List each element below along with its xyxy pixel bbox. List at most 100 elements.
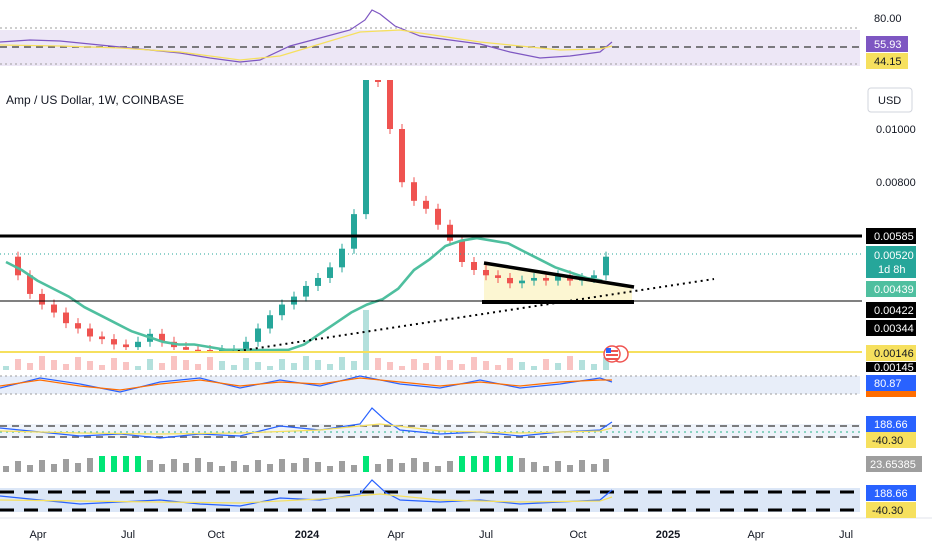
candle-body	[135, 341, 141, 348]
histogram-bar	[27, 465, 33, 472]
volume-bar	[603, 357, 609, 370]
partial-price-tag[interactable]	[866, 362, 916, 372]
ma-price-text: 0.00439	[874, 284, 914, 296]
histogram-bar	[567, 465, 573, 472]
histogram-bar	[231, 461, 237, 472]
cci2-signal-text: -40.30	[872, 505, 903, 517]
candle-body	[87, 328, 93, 337]
candle-body	[195, 349, 201, 352]
histogram-bar	[207, 462, 213, 472]
histogram-bar	[147, 460, 153, 472]
volume-bar	[63, 364, 69, 370]
flag-stripes	[606, 354, 618, 356]
volume-bar	[303, 356, 309, 370]
cci-signal-tag[interactable]	[866, 432, 916, 448]
volume-bar	[483, 361, 489, 370]
histogram-bar	[387, 459, 393, 472]
histogram-bar	[591, 464, 597, 472]
candle-body	[327, 267, 333, 278]
candle-body	[123, 344, 129, 348]
candle-body	[507, 277, 513, 284]
stoch-value-tag[interactable]	[866, 375, 916, 391]
candle-body	[303, 285, 309, 297]
support-price-tag[interactable]	[866, 302, 916, 318]
rsi-ma-tag[interactable]	[866, 53, 908, 69]
currency-selector[interactable]	[867, 87, 913, 113]
histogram-bar	[495, 456, 501, 472]
partial-price-text: 0.00145	[874, 362, 914, 374]
volume-bar	[579, 360, 585, 370]
histogram-bar	[375, 464, 381, 472]
histogram-bar	[279, 459, 285, 472]
histogram-bar	[447, 461, 453, 472]
candle-body	[555, 275, 561, 281]
candle-body	[543, 277, 549, 281]
candle-body	[75, 323, 81, 329]
low-price-text: 0.00146	[874, 348, 914, 360]
volume-bar	[519, 362, 525, 370]
volume-bar	[591, 364, 597, 370]
resistance-price-text: 0.00585	[874, 231, 914, 243]
cci2-signal-tag[interactable]	[866, 502, 916, 518]
volume-bar	[555, 363, 561, 370]
histogram-bar	[327, 466, 333, 472]
price-tick-label: 0.01000	[876, 124, 916, 136]
cci2-value-text: 188.66	[874, 488, 908, 500]
histogram-bar	[471, 456, 477, 472]
moving-average-line	[5, 236, 603, 352]
volume-oscillator-histogram	[3, 456, 609, 472]
x-tick-label: Apr	[387, 529, 404, 541]
histogram-bar	[99, 456, 105, 472]
volume-osc-tag[interactable]	[866, 456, 922, 472]
cci-value-tag[interactable]	[866, 416, 916, 432]
volume-bar	[195, 364, 201, 370]
stoch-d-line	[0, 377, 612, 391]
candle-body	[63, 312, 69, 324]
volume-bar	[447, 360, 453, 370]
volume-bar	[375, 358, 381, 370]
resistance-price-tag[interactable]	[866, 228, 916, 244]
volume-bar	[243, 358, 249, 370]
rsi-line	[0, 9, 613, 63]
volume-bar	[315, 360, 321, 370]
volume-bar	[423, 363, 429, 370]
histogram-bar	[111, 456, 117, 472]
volume-bar	[171, 356, 177, 370]
histogram-bar	[15, 461, 21, 472]
economic-events-icon[interactable]	[603, 345, 629, 363]
rsi-value-tag[interactable]	[866, 36, 908, 52]
volume-bar	[51, 360, 57, 370]
histogram-bar	[315, 462, 321, 472]
candle-body	[375, 80, 381, 82]
volume-bar	[207, 357, 213, 370]
stoch-d-tag	[866, 391, 916, 397]
candle-body	[423, 200, 429, 209]
cci2-value-tag[interactable]	[866, 485, 916, 501]
candle-body	[315, 277, 321, 286]
candle-body	[363, 80, 369, 215]
volume-bar	[507, 358, 513, 370]
histogram-bar	[75, 463, 81, 472]
candle-body	[159, 333, 165, 342]
volume-bar	[471, 357, 477, 370]
histogram-bar	[63, 459, 69, 472]
trend-price-tag[interactable]	[866, 320, 916, 336]
volume-bar	[387, 362, 393, 370]
low-price-tag[interactable]	[866, 345, 916, 361]
candle-body	[279, 304, 285, 316]
volume-bar	[327, 364, 333, 370]
ma-price-tag[interactable]	[866, 281, 916, 297]
histogram-bar	[351, 465, 357, 472]
histogram-bar	[579, 460, 585, 472]
flag-stripes	[606, 350, 618, 352]
candle-body	[519, 280, 525, 284]
cci-signal-text: -40.30	[872, 435, 903, 447]
last-price-tag[interactable]	[866, 246, 916, 278]
histogram-bar	[3, 466, 9, 472]
flag-canton	[606, 348, 611, 353]
candle-body	[111, 339, 117, 345]
histogram-bar	[159, 464, 165, 472]
stoch-value-text: 80.87	[874, 378, 902, 390]
